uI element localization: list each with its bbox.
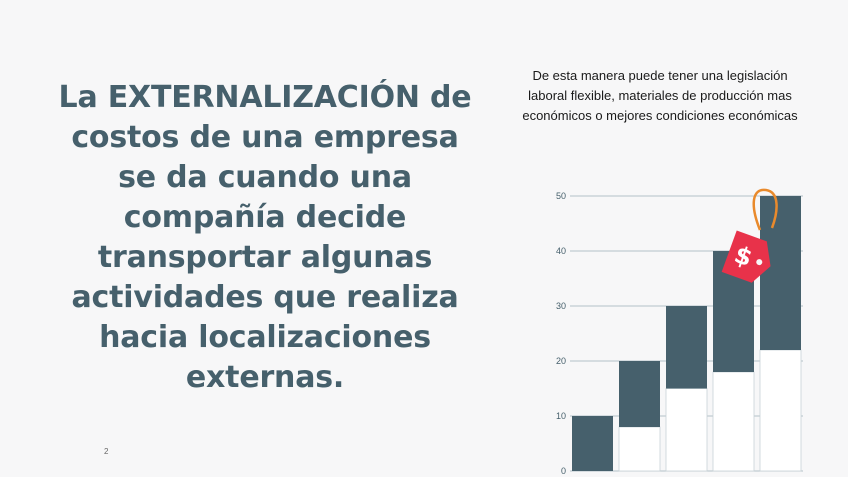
y-tick-label: 10 — [556, 411, 566, 421]
bar — [619, 361, 660, 427]
price-tag-string — [752, 188, 778, 231]
price-tag-icon: $ — [721, 188, 778, 283]
y-tick-label: 30 — [556, 301, 566, 311]
y-tick-label: 40 — [556, 246, 566, 256]
slide-headline: La EXTERNALIZACIÓN de costos de una empr… — [58, 80, 472, 395]
price-tag-body: $ — [721, 230, 771, 283]
bar — [572, 416, 613, 471]
bar-base — [712, 371, 755, 472]
chart-bars — [572, 196, 802, 472]
bar — [666, 306, 707, 389]
page-number: 2 — [104, 447, 109, 456]
bar-base — [759, 349, 802, 472]
bar — [760, 196, 801, 350]
side-note-text: De esta manera puede tener una legislaci… — [522, 68, 798, 123]
chart-y-axis: 0 10 20 30 40 50 — [556, 191, 566, 476]
bar-base — [665, 388, 708, 472]
y-tick-label: 20 — [556, 356, 566, 366]
bar-base — [618, 426, 661, 472]
y-tick-label: 50 — [556, 191, 566, 201]
y-tick-label: 0 — [561, 466, 566, 476]
